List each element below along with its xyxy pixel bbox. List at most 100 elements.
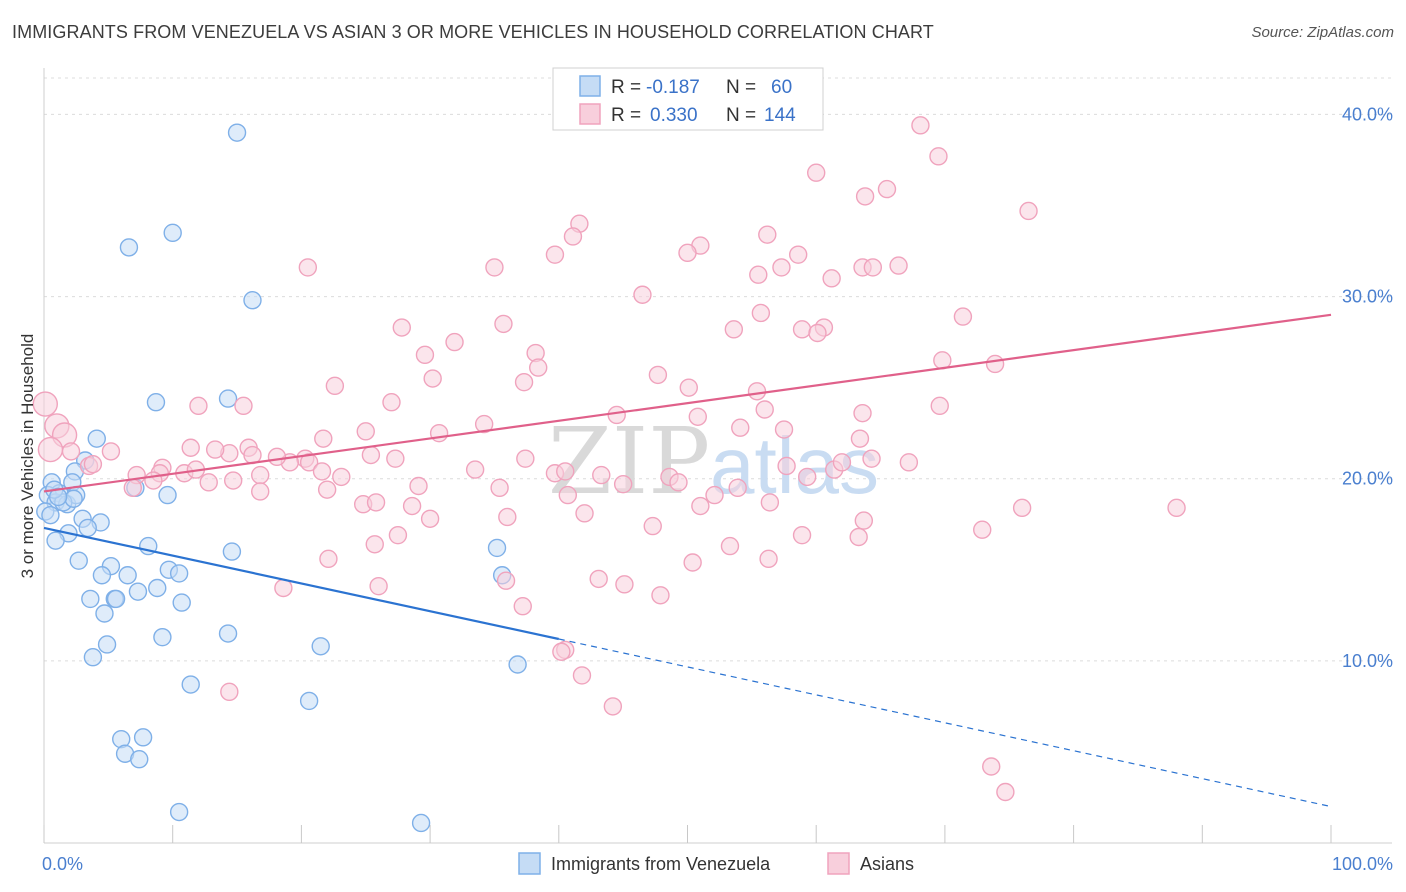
asians-point [274, 578, 293, 598]
venezuela-point [97, 635, 117, 654]
venezuela-point [133, 728, 153, 747]
venezuela-point [81, 589, 100, 609]
venezuela-point [118, 566, 137, 585]
asians-point [498, 507, 517, 527]
asians-point [855, 187, 875, 206]
asians-point [402, 496, 422, 516]
asians-point [386, 449, 405, 468]
asians-point [751, 303, 771, 323]
venezuela-point [508, 655, 527, 674]
venezuela-trend-extension [558, 638, 1332, 808]
venezuela-point [130, 750, 149, 769]
asians-point [298, 258, 318, 277]
venezuela-point [227, 123, 247, 142]
asians-point [613, 474, 633, 494]
asians-point [592, 465, 611, 485]
venezuela-point [78, 518, 97, 538]
bottom-legend-swatch-venezuela [518, 852, 541, 875]
legend-r-value: -0.187 [646, 77, 700, 98]
asians-point [319, 549, 338, 569]
venezuela-point [106, 589, 126, 609]
legend-n-value: 144 [764, 105, 796, 126]
asians-point [545, 245, 565, 264]
chart-title: IMMIGRANTS FROM VENEZUELA VS ASIAN 3 OR … [12, 22, 934, 42]
venezuela-trend-line [43, 526, 560, 641]
asians-point [317, 480, 337, 499]
venezuela-point [148, 578, 167, 598]
asians-point [678, 243, 697, 263]
tick-labels: 10.0% 20.0% 30.0% 40.0% 0.0% 100.0% [42, 104, 1393, 874]
legend-r-label: R = [611, 77, 641, 98]
asians-point [234, 396, 253, 416]
legend-r-label: R = [611, 105, 641, 126]
venezuela-point [83, 648, 103, 667]
asians-point [720, 536, 740, 556]
legend-n-label: N = [726, 105, 756, 126]
asians-point [490, 478, 509, 498]
venezuela-point [158, 485, 177, 505]
asians-point [205, 440, 225, 459]
asians-point [669, 473, 688, 492]
asians-point [758, 225, 777, 244]
asians-point [83, 454, 103, 474]
asians-point [863, 258, 883, 277]
asians-point [199, 473, 218, 492]
y-axis-title: 3 or more Vehicles in Household [18, 334, 37, 579]
asians-point [251, 465, 270, 485]
asians-point [792, 320, 812, 339]
legend-r-value: 0.330 [650, 105, 698, 126]
asians-point [415, 345, 435, 365]
asians-point [797, 467, 817, 487]
asians-point [683, 553, 702, 572]
asians-point [911, 116, 930, 135]
asians-point [189, 396, 208, 416]
asians-point [332, 467, 351, 487]
asians-point [312, 462, 332, 481]
asians-point [759, 549, 778, 569]
asians-point [1019, 201, 1038, 221]
asians-point [832, 453, 852, 472]
asians-point [267, 447, 287, 467]
y-tick-label: 30.0% [1342, 287, 1393, 307]
asians-point [728, 478, 747, 498]
venezuela-point [95, 604, 114, 623]
asians-point [615, 575, 634, 594]
asians-point [807, 163, 826, 182]
venezuela-point [87, 429, 106, 448]
asians-point [516, 449, 535, 468]
legend-swatch-asians [579, 103, 601, 125]
asians-point [32, 391, 58, 417]
asians-point [953, 307, 973, 326]
venezuela-point [169, 802, 189, 822]
venezuela-point [169, 564, 189, 583]
grid-lines [44, 77, 1392, 662]
asians-point [731, 418, 750, 437]
legend-swatch-venezuela [579, 75, 601, 97]
asians-point [369, 576, 388, 596]
asians-point [494, 314, 513, 334]
asians-point [563, 227, 583, 246]
asians-point [705, 485, 724, 505]
asians-point [808, 323, 827, 343]
venezuela-point [119, 238, 139, 257]
asians-point [474, 414, 494, 434]
asians-point [356, 422, 375, 441]
asians-point [749, 265, 768, 284]
venezuela-point [41, 505, 60, 525]
legend-n-label: N = [726, 77, 756, 98]
asians-point [556, 462, 575, 481]
asians-point [633, 285, 652, 304]
asians-point [361, 445, 381, 465]
asians-point [513, 597, 532, 616]
asians-point [996, 782, 1015, 802]
asians-point [1167, 498, 1186, 518]
venezuela-point [128, 582, 148, 601]
asians-point [849, 527, 868, 547]
y-tick-label: 40.0% [1342, 104, 1393, 124]
asians-point [325, 376, 345, 396]
asians-point [929, 147, 948, 166]
asians-point [643, 516, 662, 536]
asians-point [365, 535, 384, 554]
legend-n-value: 60 [771, 77, 792, 98]
